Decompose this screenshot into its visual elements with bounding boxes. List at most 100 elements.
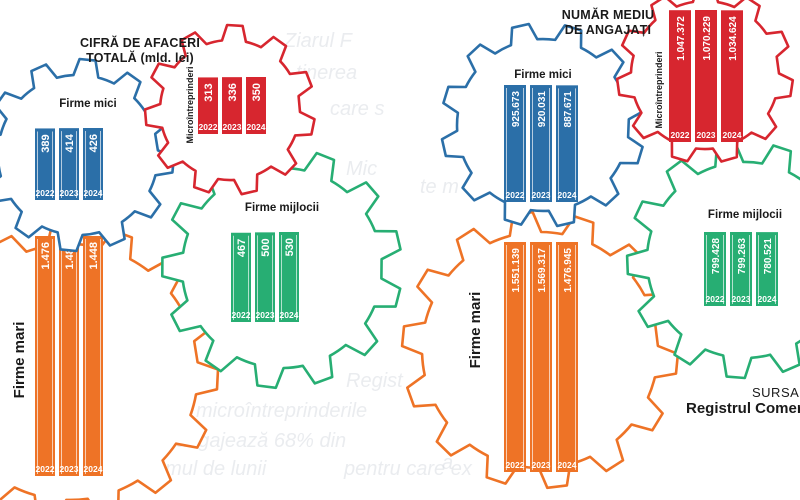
bar — [35, 236, 55, 476]
bar — [255, 232, 275, 322]
bar-value-label: 1.448 — [88, 242, 100, 270]
bar-value-label: 426 — [88, 134, 100, 152]
bg-text: care s — [330, 98, 385, 120]
bg-text: angajează 68% din — [176, 430, 347, 452]
series-mijlocii: Firme mijlocii 467 2022 500 2023 530 2024 — [161, 146, 402, 390]
bar-category-label: 2023 — [732, 294, 751, 304]
bar-category-label: 2022 — [36, 464, 55, 474]
bar-value-label: 530 — [284, 238, 296, 256]
bar-value-label: 350 — [251, 83, 263, 101]
bar-category-label: 2022 — [36, 188, 55, 198]
bar — [556, 85, 578, 202]
series-mici: Firme mici 389 2022 414 2023 426 2024 — [0, 57, 176, 253]
series-label: Firme mici — [514, 69, 572, 81]
bar — [222, 77, 242, 134]
bar — [83, 236, 103, 476]
series-label: Firme mici — [59, 98, 117, 110]
bg-text: umul de lunii — [154, 458, 267, 480]
bar — [35, 128, 55, 200]
chart-title-line: NUMĂR MEDIU — [561, 8, 655, 22]
bar-category-label: 2023 — [256, 310, 275, 320]
bar-value-label: 920.031 — [537, 91, 548, 128]
series-label: Firme mari — [11, 322, 28, 399]
bar — [669, 10, 691, 142]
bar-category-label: 2024 — [84, 464, 103, 474]
bar-category-label: 2022 — [232, 310, 251, 320]
bar-value-label: 414 — [64, 133, 76, 152]
chart-panel-0: Firme mari1.47620221.48720231.4482024Fir… — [0, 23, 402, 500]
source-note: SURSA Registrul Comerțului — [686, 385, 800, 417]
bar — [695, 10, 717, 142]
bar-category-label: 2023 — [223, 122, 242, 132]
bar-value-label: 500 — [260, 238, 272, 256]
bar — [83, 128, 103, 200]
bar-value-label: 1.476.945 — [563, 248, 574, 293]
series-label: Firme mijlocii — [245, 202, 319, 214]
bar — [59, 236, 79, 476]
bar — [704, 232, 726, 306]
chart-title-line: CIFRĂ DE AFACERI — [79, 36, 201, 50]
bar-category-label: 2023 — [60, 464, 79, 474]
bar-category-label: 2023 — [532, 460, 551, 470]
series-mari: Firme mari 1.551.139 2022 1.569.317 2023 1.47… — [400, 210, 680, 490]
bar-category-label: 2022 — [199, 122, 218, 132]
chart-title-revenue: CIFRĂ DE AFACERI TOTALĂ (mld. lei) — [70, 36, 210, 66]
series-mici: Firme mici 925.673 2022 920.031 2023 887.671 2… — [440, 22, 646, 228]
bar-value-label: 1.551.139 — [511, 248, 522, 293]
bg-text: Mic — [346, 158, 378, 180]
bar-value-label: 1.070.229 — [702, 16, 713, 61]
bar — [504, 242, 526, 472]
bg-text: Regist — [346, 370, 403, 392]
bar — [556, 242, 578, 472]
bar — [530, 85, 552, 202]
bar — [279, 232, 299, 322]
bg-text: microîntreprinderile — [196, 400, 368, 422]
bar-category-label: 2022 — [506, 460, 525, 470]
bar-value-label: 467 — [236, 239, 248, 257]
bar-value-label: 389 — [40, 134, 52, 152]
bar-value-label: 1.034.624 — [728, 16, 739, 61]
bar-value-label: 780.521 — [763, 238, 774, 275]
bar-category-label: 2022 — [506, 190, 525, 200]
bar-value-label: 799.263 — [737, 238, 748, 275]
bar-value-label: 887.671 — [563, 91, 574, 128]
chart-title-employees: NUMĂR MEDIU DE ANGAJAȚI — [548, 8, 668, 38]
bar-value-label: 1.047.372 — [676, 16, 687, 61]
bg-text: ținerea — [296, 62, 358, 84]
series-label: Microîntreprinderi — [654, 51, 664, 128]
chart-title-line: TOTALĂ (mld. lei) — [86, 51, 194, 65]
bar-value-label: 1.476 — [40, 242, 52, 270]
chart-title-line: DE ANGAJAȚI — [564, 23, 652, 37]
bar-category-label: 2024 — [723, 130, 742, 140]
series-label: Firme mijlocii — [708, 209, 782, 221]
bar-category-label: 2023 — [697, 130, 716, 140]
series-label: Microîntreprinderi — [185, 66, 195, 143]
bar — [59, 128, 79, 200]
series-micro: Microîntreprinderi 313 2022 336 2023 350 2024 — [143, 23, 316, 196]
bar-category-label: 2024 — [558, 190, 577, 200]
bg-text: pentru care ex — [344, 458, 472, 480]
source-name: Registrul Comerțului — [686, 400, 800, 417]
bar-category-label: 2024 — [758, 294, 777, 304]
source-label: SURSA — [752, 385, 800, 400]
bar-value-label: 313 — [203, 83, 215, 101]
bg-text: te m — [420, 176, 459, 198]
bar-value-label: 1.569.317 — [537, 248, 548, 293]
bg-text: a — [442, 452, 454, 474]
bar-value-label: 336 — [227, 83, 239, 101]
bar — [756, 232, 778, 306]
bar-value-label: 925.673 — [511, 91, 522, 128]
bar-category-label: 2022 — [706, 294, 725, 304]
bar — [198, 77, 218, 134]
bg-text: Ziarul F — [284, 30, 352, 52]
bar-category-label: 2023 — [532, 190, 551, 200]
bar-category-label: 2022 — [671, 130, 690, 140]
bar — [530, 242, 552, 472]
bar — [730, 232, 752, 306]
bar-value-label: 799.428 — [711, 238, 722, 275]
chart-panel-1: Firme mari 1.551.139 2022 1.569.317 2023 1.47… — [400, 0, 800, 490]
bar-category-label: 2024 — [558, 460, 577, 470]
